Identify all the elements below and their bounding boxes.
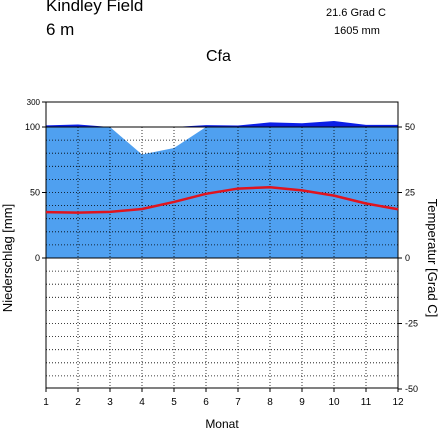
- x-tick-label: 4: [139, 397, 145, 408]
- x-tick-label: 11: [361, 397, 372, 408]
- station-name: Kindley Field: [46, 0, 144, 15]
- x-tick-label: 6: [203, 397, 209, 408]
- annual-precipitation: 1605 mm: [334, 25, 380, 37]
- x-axis-label: Monat: [205, 417, 239, 430]
- x-tick-label: 10: [328, 397, 340, 408]
- x-tick-label: 12: [392, 397, 404, 408]
- right-tick-label: 25: [405, 188, 415, 198]
- x-tick-label: 8: [267, 397, 273, 408]
- right-axis-label: Temperatur [Grad C]: [425, 199, 439, 318]
- precip-area: [46, 127, 398, 258]
- temperature-layer: [45, 186, 399, 214]
- climate-classification: Cfa: [206, 48, 231, 65]
- x-tick-label: 9: [299, 397, 305, 408]
- x-tick-label: 7: [235, 397, 241, 408]
- right-tick-label: -25: [405, 319, 418, 329]
- left-axis-label: Niederschlag [mm]: [0, 204, 15, 312]
- precip-excess-layer: [46, 121, 398, 127]
- x-tick-label: 5: [171, 397, 177, 408]
- right-tick-label: -50: [405, 384, 418, 394]
- left-tick-label: 0: [35, 253, 40, 263]
- right-tick-label: 50: [405, 122, 415, 132]
- left-tick-label: 50: [30, 188, 40, 198]
- station-elevation: 6 m: [46, 20, 75, 39]
- right-tick-label: 0: [405, 253, 410, 263]
- x-tick-label: 3: [107, 397, 113, 408]
- plot-frame: [45, 101, 399, 389]
- x-tick-label: 1: [43, 397, 49, 408]
- precip-excess-area: [46, 121, 398, 127]
- precip-fill-layer: [46, 127, 398, 258]
- temperature-line: [45, 186, 399, 214]
- left-tick-label: 100: [25, 122, 40, 132]
- left-tick-label: 300: [27, 98, 41, 107]
- mean-temperature: 21.6 Grad C: [326, 7, 386, 19]
- x-tick-label: 2: [75, 397, 81, 408]
- frame-layer: [45, 101, 399, 389]
